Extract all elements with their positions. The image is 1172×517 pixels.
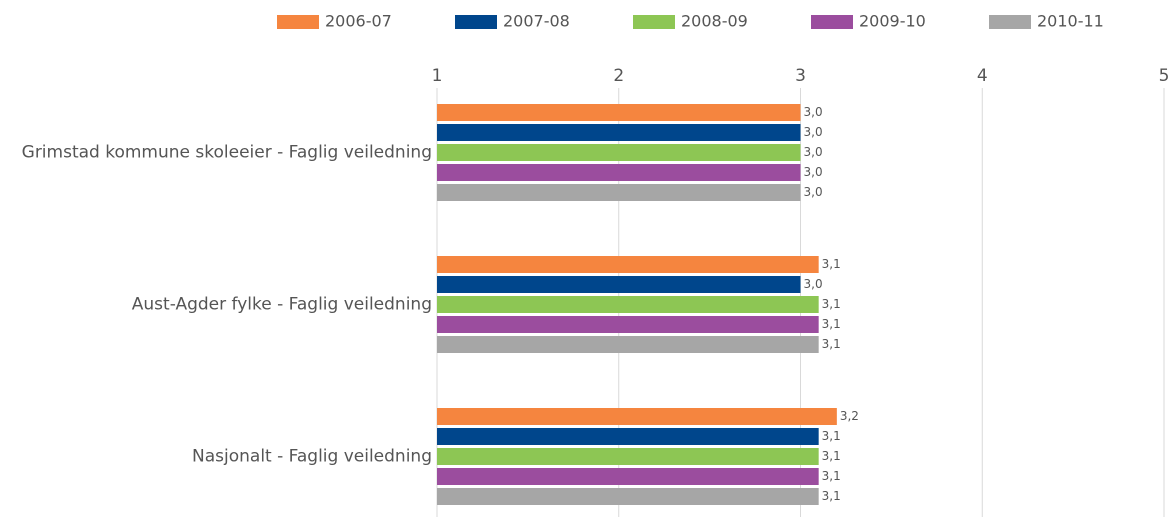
category-label: Grimstad kommune skoleeier - Faglig veil… xyxy=(21,142,432,162)
legend-swatch xyxy=(811,15,853,29)
data-label: 3,1 xyxy=(822,469,841,483)
bar xyxy=(437,256,819,273)
data-label: 3,1 xyxy=(822,297,841,311)
bar xyxy=(437,276,801,293)
bar xyxy=(437,448,819,465)
legend-swatch xyxy=(455,15,497,29)
data-label: 3,1 xyxy=(822,429,841,443)
bar xyxy=(437,408,837,425)
legend-swatch xyxy=(989,15,1031,29)
data-label: 3,1 xyxy=(822,317,841,331)
bar xyxy=(437,104,801,121)
category-label: Aust-Agder fylke - Faglig veiledning xyxy=(131,294,432,314)
legend-label: 2008-09 xyxy=(681,12,748,31)
bar xyxy=(437,296,819,313)
data-label: 3,0 xyxy=(804,165,823,179)
legend-label: 2006-07 xyxy=(325,12,392,31)
legend-swatch xyxy=(277,15,319,29)
data-label: 3,0 xyxy=(804,125,823,139)
data-label: 3,1 xyxy=(822,449,841,463)
bar xyxy=(437,488,819,505)
bar xyxy=(437,164,801,181)
data-label: 3,1 xyxy=(822,489,841,503)
x-tick-label: 3 xyxy=(795,66,806,86)
category-label: Nasjonalt - Faglig veiledning xyxy=(192,446,432,466)
data-label: 3,2 xyxy=(840,409,859,423)
x-tick-label: 1 xyxy=(432,66,443,86)
legend-label: 2009-10 xyxy=(859,12,926,31)
x-tick-label: 5 xyxy=(1159,66,1170,86)
data-label: 3,0 xyxy=(804,145,823,159)
x-tick-label: 2 xyxy=(613,66,624,86)
x-tick-label: 4 xyxy=(977,66,988,86)
bar xyxy=(437,124,801,141)
bar xyxy=(437,468,819,485)
data-label: 3,1 xyxy=(822,257,841,271)
data-label: 3,0 xyxy=(804,277,823,291)
data-label: 3,0 xyxy=(804,185,823,199)
data-label: 3,1 xyxy=(822,337,841,351)
bar xyxy=(437,184,801,201)
bar xyxy=(437,336,819,353)
legend-label: 2010-11 xyxy=(1037,12,1104,31)
data-label: 3,0 xyxy=(804,105,823,119)
legend-swatch xyxy=(633,15,675,29)
bar xyxy=(437,316,819,333)
bar xyxy=(437,144,801,161)
legend-label: 2007-08 xyxy=(503,12,570,31)
bar xyxy=(437,428,819,445)
